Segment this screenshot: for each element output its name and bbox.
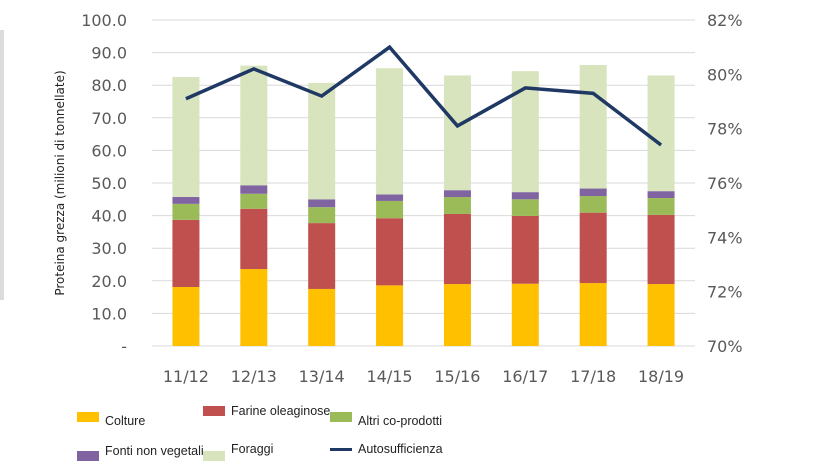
bar-altri-co-prodotti bbox=[376, 200, 404, 219]
bar-farine-oleaginose bbox=[647, 214, 675, 285]
legend-swatch bbox=[77, 451, 99, 461]
bar-colture bbox=[579, 283, 607, 346]
legend-swatch bbox=[330, 412, 352, 422]
bar-fonti-non-vegetali bbox=[579, 188, 607, 197]
legend-label: Autosufficienza bbox=[358, 442, 443, 456]
y2-tick-label: 74% bbox=[707, 228, 743, 247]
legend-label: Colture bbox=[105, 414, 146, 428]
bar-fonti-non-vegetali bbox=[647, 191, 675, 198]
y-tick-label: 100.0 bbox=[81, 11, 127, 30]
bar-altri-co-prodotti bbox=[443, 197, 471, 214]
bar-foraggi bbox=[376, 68, 404, 195]
bar-altri-co-prodotti bbox=[308, 207, 336, 224]
bar-colture bbox=[511, 283, 539, 346]
x-tick-label: 15/16 bbox=[434, 367, 480, 386]
bar-altri-co-prodotti bbox=[511, 199, 539, 216]
y-tick-label: - bbox=[121, 337, 127, 356]
y-tick-label: 50.0 bbox=[91, 174, 127, 193]
legend-label: Farine oleaginose bbox=[231, 404, 331, 418]
y-tick-label: 70.0 bbox=[91, 109, 127, 128]
bar-altri-co-prodotti bbox=[579, 196, 607, 213]
bar-colture bbox=[240, 269, 268, 346]
legend-item-altri: Altri co-prodotti bbox=[330, 406, 442, 428]
bar-farine-oleaginose bbox=[511, 215, 539, 284]
x-tick-label: 17/18 bbox=[570, 367, 616, 386]
y2-tick-label: 80% bbox=[707, 65, 743, 84]
bar-fonti-non-vegetali bbox=[308, 199, 336, 208]
y-tick-label: 80.0 bbox=[91, 76, 127, 95]
y-tick-label: 10.0 bbox=[91, 304, 127, 323]
left-border bbox=[0, 30, 4, 300]
bar-farine-oleaginose bbox=[172, 219, 200, 287]
line-autosufficienza bbox=[185, 44, 663, 147]
legend-item-fonti: Fonti non vegetali bbox=[77, 441, 204, 461]
legend-item-farine: Farine oleaginose bbox=[203, 404, 330, 418]
bar-farine-oleaginose bbox=[579, 212, 607, 284]
x-tick-label: 16/17 bbox=[502, 367, 548, 386]
bar-farine-oleaginose bbox=[376, 218, 404, 286]
bar-fonti-non-vegetali bbox=[172, 197, 200, 204]
bar-altri-co-prodotti bbox=[240, 193, 268, 209]
y2-tick-label: 70% bbox=[707, 337, 743, 356]
bar-foraggi bbox=[647, 75, 675, 192]
x-tick-label: 14/15 bbox=[367, 367, 413, 386]
y-tick-label: 60.0 bbox=[91, 141, 127, 160]
y2-tick-label: 76% bbox=[707, 174, 743, 193]
bar-foraggi bbox=[443, 75, 471, 191]
y-tick-label: 90.0 bbox=[91, 44, 127, 63]
x-tick-label: 13/14 bbox=[299, 367, 345, 386]
legend-label: Altri co-prodotti bbox=[358, 414, 443, 428]
bar-foraggi bbox=[579, 64, 607, 189]
bar-foraggi bbox=[308, 82, 336, 200]
y2-tick-label: 72% bbox=[707, 283, 743, 302]
x-tick-label: 18/19 bbox=[638, 367, 684, 386]
bar-colture bbox=[308, 288, 336, 346]
bar-colture bbox=[443, 284, 471, 346]
y-tick-label: 20.0 bbox=[91, 272, 127, 291]
bar-altri-co-prodotti bbox=[647, 197, 675, 215]
x-tick-label: 12/13 bbox=[231, 367, 277, 386]
legend-swatch bbox=[203, 451, 225, 461]
y2-tick-label: 82% bbox=[707, 11, 743, 30]
legend-swatch bbox=[203, 406, 225, 416]
bar-colture bbox=[376, 285, 404, 346]
bar-farine-oleaginose bbox=[308, 223, 336, 289]
bar-fonti-non-vegetali bbox=[376, 194, 404, 201]
legend-item-colture: Colture bbox=[77, 406, 145, 428]
bar-fonti-non-vegetali bbox=[240, 185, 268, 194]
bar-farine-oleaginose bbox=[443, 213, 471, 285]
y-tick-label: 40.0 bbox=[91, 207, 127, 226]
y-axis-label: Proteina grezza (milioni di tonnellate) bbox=[53, 70, 67, 295]
legend-swatch bbox=[77, 412, 99, 422]
y-tick-label: 30.0 bbox=[91, 239, 127, 258]
bar-colture bbox=[647, 284, 675, 346]
legend-item-foraggi: Foraggi bbox=[203, 437, 273, 461]
bar-colture bbox=[172, 286, 200, 346]
x-tick-label: 11/12 bbox=[163, 367, 209, 386]
legend-label: Foraggi bbox=[231, 442, 274, 456]
bar-altri-co-prodotti bbox=[172, 203, 200, 220]
bar-fonti-non-vegetali bbox=[511, 192, 539, 200]
y2-tick-label: 78% bbox=[707, 120, 743, 139]
legend-swatch bbox=[330, 447, 352, 451]
legend-label: Fonti non vegetali bbox=[105, 444, 204, 458]
bar-fonti-non-vegetali bbox=[443, 190, 471, 198]
bar-farine-oleaginose bbox=[240, 208, 268, 270]
bar-foraggi bbox=[240, 65, 268, 186]
legend-item-autosufficienza: Autosufficienza bbox=[330, 442, 443, 456]
